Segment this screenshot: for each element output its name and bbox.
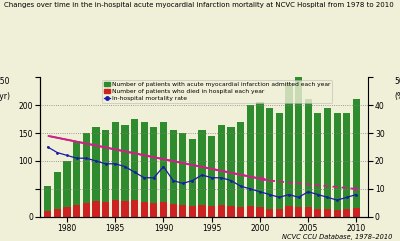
- Bar: [334, 210, 341, 217]
- Bar: [44, 211, 51, 217]
- Bar: [63, 207, 71, 217]
- Bar: [150, 203, 158, 217]
- Bar: [73, 141, 80, 217]
- Bar: [304, 100, 312, 217]
- Text: (No./yr): (No./yr): [0, 93, 10, 101]
- Bar: [121, 201, 128, 217]
- Bar: [179, 133, 186, 217]
- Text: Changes over time in the in-hospital acute myocardial infarction mortality at NC: Changes over time in the in-hospital acu…: [4, 2, 394, 8]
- Bar: [353, 100, 360, 217]
- Bar: [63, 161, 71, 217]
- Bar: [247, 206, 254, 217]
- Bar: [237, 207, 244, 217]
- Bar: [189, 206, 196, 217]
- Bar: [208, 206, 215, 217]
- Bar: [256, 207, 264, 217]
- Bar: [343, 114, 350, 217]
- Bar: [343, 209, 350, 217]
- Bar: [227, 206, 235, 217]
- Bar: [218, 205, 225, 217]
- Legend: Number of patients with acute myocardial infarction admitted each year, Number o: Number of patients with acute myocardial…: [102, 80, 332, 103]
- Bar: [131, 200, 138, 217]
- Bar: [237, 122, 244, 217]
- Bar: [160, 122, 167, 217]
- Bar: [54, 172, 61, 217]
- Text: 50: 50: [394, 77, 400, 86]
- Bar: [247, 105, 254, 217]
- Bar: [324, 209, 331, 217]
- Bar: [160, 202, 167, 217]
- Bar: [140, 202, 148, 217]
- Bar: [266, 208, 273, 217]
- Bar: [83, 203, 90, 217]
- Bar: [73, 205, 80, 217]
- Bar: [112, 122, 119, 217]
- Bar: [276, 209, 283, 217]
- Bar: [304, 207, 312, 217]
- Bar: [198, 130, 206, 217]
- Bar: [285, 83, 292, 217]
- Bar: [102, 202, 109, 217]
- Bar: [295, 207, 302, 217]
- Bar: [92, 201, 100, 217]
- Text: NCVC CCU Database, 1978–2010: NCVC CCU Database, 1978–2010: [282, 234, 392, 240]
- Text: 250: 250: [0, 77, 10, 86]
- Bar: [112, 200, 119, 217]
- Bar: [266, 108, 273, 217]
- Bar: [189, 139, 196, 217]
- Bar: [218, 125, 225, 217]
- Bar: [334, 114, 341, 217]
- Bar: [256, 102, 264, 217]
- Bar: [324, 108, 331, 217]
- Text: (%): (%): [394, 93, 400, 101]
- Bar: [179, 205, 186, 217]
- Bar: [102, 130, 109, 217]
- Bar: [276, 114, 283, 217]
- Bar: [314, 209, 322, 217]
- Bar: [353, 208, 360, 217]
- Bar: [208, 136, 215, 217]
- Bar: [150, 127, 158, 217]
- Bar: [314, 114, 322, 217]
- Bar: [198, 205, 206, 217]
- Bar: [140, 122, 148, 217]
- Bar: [285, 206, 292, 217]
- Bar: [170, 204, 177, 217]
- Bar: [44, 186, 51, 217]
- Bar: [295, 77, 302, 217]
- Bar: [92, 127, 100, 217]
- Bar: [54, 208, 61, 217]
- Bar: [83, 133, 90, 217]
- Bar: [131, 119, 138, 217]
- Bar: [170, 130, 177, 217]
- Bar: [121, 125, 128, 217]
- Bar: [227, 127, 235, 217]
